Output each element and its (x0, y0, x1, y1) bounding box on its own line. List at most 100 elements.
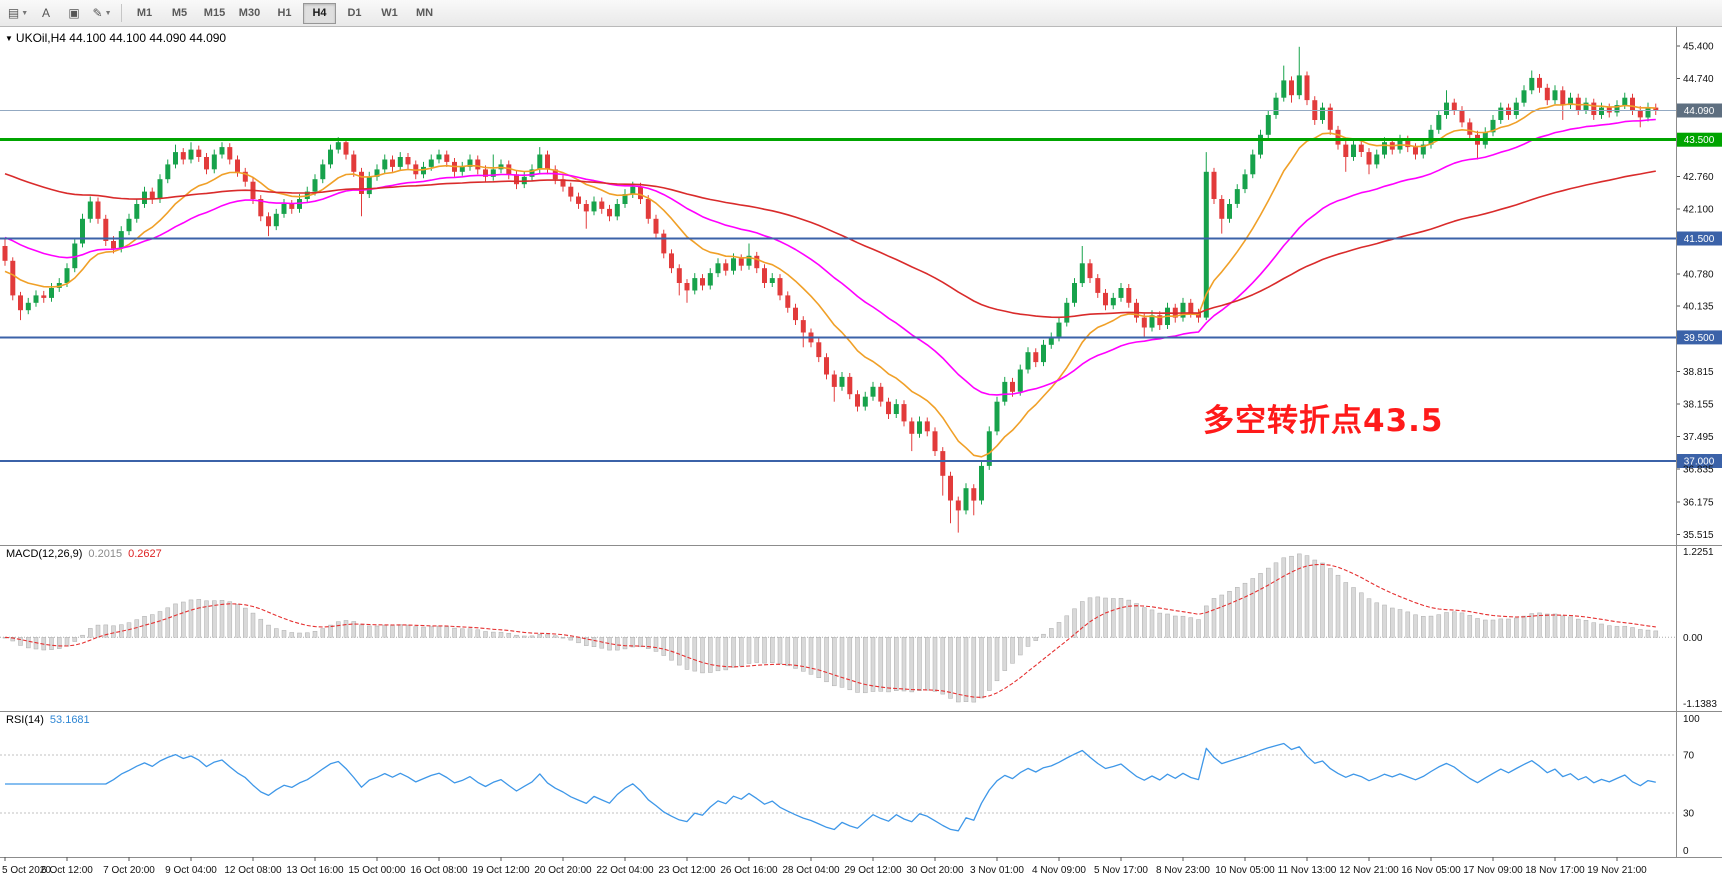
timeframe-button-d1[interactable]: D1 (347, 7, 362, 19)
macd-bar (801, 637, 806, 672)
macd-bar (367, 625, 372, 638)
macd-bar (1537, 612, 1542, 638)
macd-bar (1266, 567, 1271, 638)
price-tick-label: 42.100 (1683, 204, 1714, 215)
chart-canvas[interactable]: 44.090 43.500 41.500 39.500 37.000 45.400 44.7… (0, 27, 1722, 892)
macd-axis-label: -1.1383 (1683, 699, 1717, 710)
timeframe-button-w1[interactable]: W1 (381, 7, 398, 19)
candle-body (95, 201, 101, 219)
candle-body (1529, 77, 1535, 91)
macd-bar (405, 624, 411, 638)
macd-bar (26, 637, 31, 649)
candle-body (700, 278, 705, 286)
macd-bar (1490, 619, 1496, 638)
candle-body (622, 194, 628, 204)
macd-axis-label: 1.2251 (1683, 547, 1714, 558)
candle-body (1575, 97, 1581, 111)
candle-body (1203, 171, 1209, 318)
macd-bar (390, 625, 395, 638)
macd-bar (1397, 609, 1403, 638)
time-tick-label: 12 Oct 08:00 (224, 865, 282, 876)
candle-body (591, 201, 597, 212)
macd-bar (64, 637, 70, 647)
macd-bar (1196, 619, 1201, 638)
template-icon[interactable]: ▣ (68, 6, 80, 20)
macd-bar (1273, 562, 1279, 638)
candle-body (1320, 107, 1325, 120)
time-tick-label: 13 Oct 16:00 (286, 865, 344, 876)
timeframe-button-h4[interactable]: H4 (303, 2, 336, 24)
macd-bar (196, 599, 202, 638)
candle-body (514, 174, 519, 185)
macd-bar (522, 635, 527, 638)
timeframe-button-m5[interactable]: M5 (171, 7, 188, 19)
text-tool-icon[interactable]: A (41, 6, 50, 20)
candle-body (614, 204, 620, 217)
macd-bar (111, 625, 116, 638)
candle-body (1064, 302, 1070, 323)
price-tick-label: 35.515 (1683, 530, 1714, 541)
macd-bar (491, 631, 496, 638)
macd-bar (839, 637, 845, 688)
macd-bar (1056, 622, 1062, 638)
macd-bar (1250, 578, 1256, 638)
candle-body (1560, 90, 1566, 106)
macd-bar (1630, 627, 1635, 638)
timeframe-button-m30[interactable]: M30 (238, 7, 261, 19)
candle-body (1498, 107, 1504, 120)
candle-body (909, 421, 915, 434)
macd-bar (452, 627, 457, 638)
candle-body (397, 157, 403, 167)
candle-body (979, 465, 984, 501)
timeframe-button-h1[interactable]: H1 (277, 7, 292, 19)
timeframe-button-m1[interactable]: M1 (136, 7, 153, 19)
macd-bar (971, 637, 977, 703)
candle-body (940, 451, 946, 476)
candle-body (1444, 102, 1449, 115)
macd-bar (1080, 601, 1085, 638)
macd-bar (1087, 597, 1093, 638)
price-tick-label: 40.135 (1683, 302, 1714, 313)
macd-bar (312, 631, 318, 638)
candle-body (893, 404, 899, 414)
hlines-layer: 44.090 43.500 41.500 39.500 37.000 (0, 103, 1722, 468)
macd-bar (1591, 622, 1597, 638)
chart-list-icon[interactable]: ▤ ▼ (7, 6, 29, 20)
macd-bar (483, 631, 488, 638)
macd-bar (1149, 609, 1155, 638)
macd-bar (894, 637, 899, 691)
candle-body (490, 169, 496, 177)
macd-signal-line (4, 563, 1656, 698)
candle-body (1250, 154, 1256, 175)
macd-bar (398, 624, 403, 638)
macd-bar (1118, 598, 1124, 638)
candle-body (1025, 352, 1031, 370)
candle-body (1537, 77, 1542, 88)
timeframe-button-m15[interactable]: M15 (203, 7, 226, 19)
macd-bar (1157, 612, 1163, 638)
candle-body (1258, 134, 1263, 155)
candle-body (204, 157, 209, 170)
macd-bar (808, 637, 814, 675)
candle-body (1281, 80, 1287, 98)
rsi-axis-label: 30 (1683, 809, 1695, 820)
candle-body (72, 243, 78, 269)
candle-body (669, 253, 674, 269)
candle-body (715, 263, 721, 274)
time-tick-label: 6 Oct 12:00 (41, 865, 93, 876)
candle-body (1467, 122, 1473, 135)
macd-bar (1521, 615, 1527, 638)
macd-bar (754, 637, 760, 663)
macd-bar (1180, 615, 1186, 638)
macd-bar (1568, 616, 1573, 638)
macd-bar (576, 637, 581, 644)
chart-area[interactable]: 44.090 43.500 41.500 39.500 37.000 45.400 44.7… (0, 27, 1722, 892)
macd-bar (1002, 637, 1008, 671)
macd-bar (1173, 615, 1178, 638)
price-axis[interactable]: 45.400 44.740 42.760 42.100 40.780 40.135 38.8… (1676, 41, 1714, 541)
timeframe-button-mn[interactable]: MN (415, 7, 434, 19)
draw-tool-icon[interactable]: ✎ ▼ (92, 6, 112, 20)
macd-bar (746, 637, 752, 664)
toolbar-separator (121, 4, 122, 22)
